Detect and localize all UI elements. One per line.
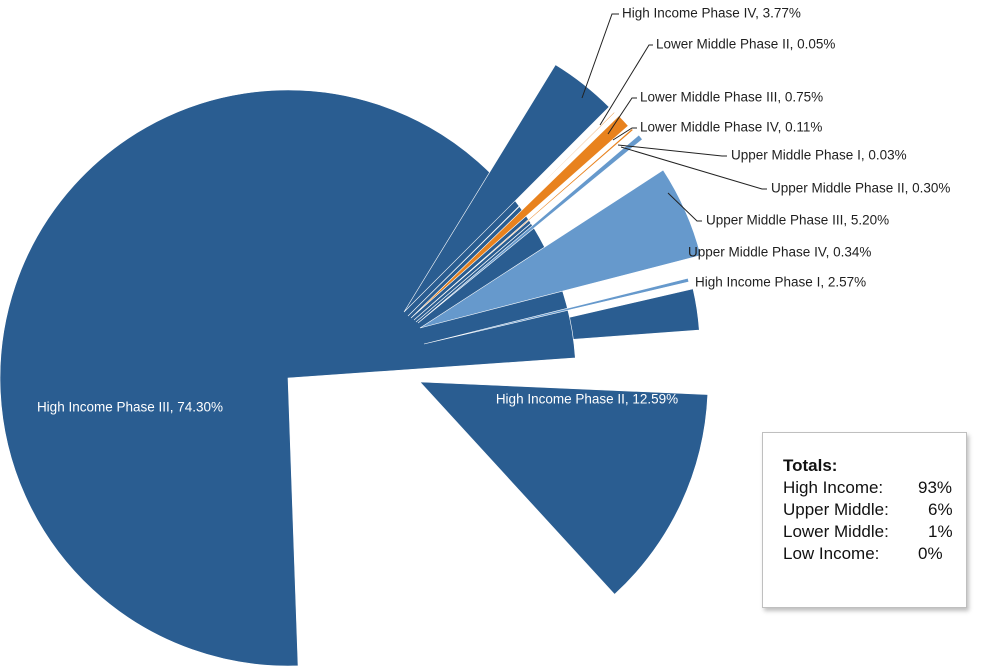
leader-line — [607, 97, 637, 135]
leader-line — [599, 44, 653, 126]
totals-category: Low Income: — [783, 544, 880, 563]
slice-label: Upper Middle Phase III, 5.20% — [706, 213, 889, 228]
slice-label: High Income Phase II, 12.59% — [496, 392, 678, 407]
pie-slices — [0, 64, 709, 667]
totals-title: Totals: — [783, 456, 838, 475]
totals-row-upper-middle: Upper Middle: 6% — [783, 499, 966, 521]
slice-label: Lower Middle Phase IV, 0.11% — [640, 120, 822, 135]
leader-line — [617, 144, 727, 157]
slice-labels: High Income Phase I, 2.57% High Income Ph… — [37, 6, 950, 415]
totals-value: 93% — [918, 478, 953, 497]
totals-value: 0% — [918, 544, 943, 563]
leader-line — [667, 192, 702, 222]
totals-row-high-income: High Income: 93% — [783, 477, 966, 499]
totals-value: 6% — [928, 500, 953, 519]
totals-category: High Income: — [783, 478, 884, 497]
slice-label: Upper Middle Phase II, 0.30% — [771, 181, 950, 196]
slice-label: Upper Middle Phase IV, 0.34% — [688, 245, 871, 260]
pie-slice-upper-middle-phase-iii — [419, 169, 702, 329]
leader-line — [612, 127, 637, 141]
pie-slice-lower-middle-phase-iii — [410, 115, 629, 319]
totals-row-lower-middle: Lower Middle: 1% — [783, 521, 966, 543]
totals-category: Upper Middle: — [783, 500, 889, 519]
leader-lines — [581, 13, 767, 222]
pie-slice-upper-middle-phase-ii — [417, 134, 643, 324]
pie-slice-lower-middle-phase-ii — [407, 111, 616, 317]
totals-value: 1% — [928, 522, 953, 541]
leader-line — [581, 13, 619, 99]
pie-slice-high-income-phase-iv — [403, 64, 610, 313]
slice-label: High Income Phase I, 2.57% — [695, 275, 866, 290]
leader-line — [620, 146, 767, 190]
slice-label: Lower Middle Phase III, 0.75% — [640, 90, 823, 105]
slice-label: High Income Phase IV, 3.77% — [622, 6, 801, 21]
pie-slice-upper-middle-phase-i — [415, 132, 637, 323]
totals-category: Lower Middle: — [783, 522, 889, 541]
slice-label: Upper Middle Phase I, 0.03% — [731, 148, 907, 163]
totals-box: Totals: High Income: 93% Upper Middle: 6% … — [762, 432, 967, 608]
totals-row-low-income: Low Income: 0% — [783, 543, 966, 565]
slice-label: Lower Middle Phase II, 0.05% — [656, 37, 835, 52]
pie-slice-upper-middle-phase-iv — [423, 277, 690, 345]
pie-slice-high-income-phase-ii — [419, 381, 709, 595]
slice-label: High Income Phase III, 74.30% — [37, 400, 223, 415]
